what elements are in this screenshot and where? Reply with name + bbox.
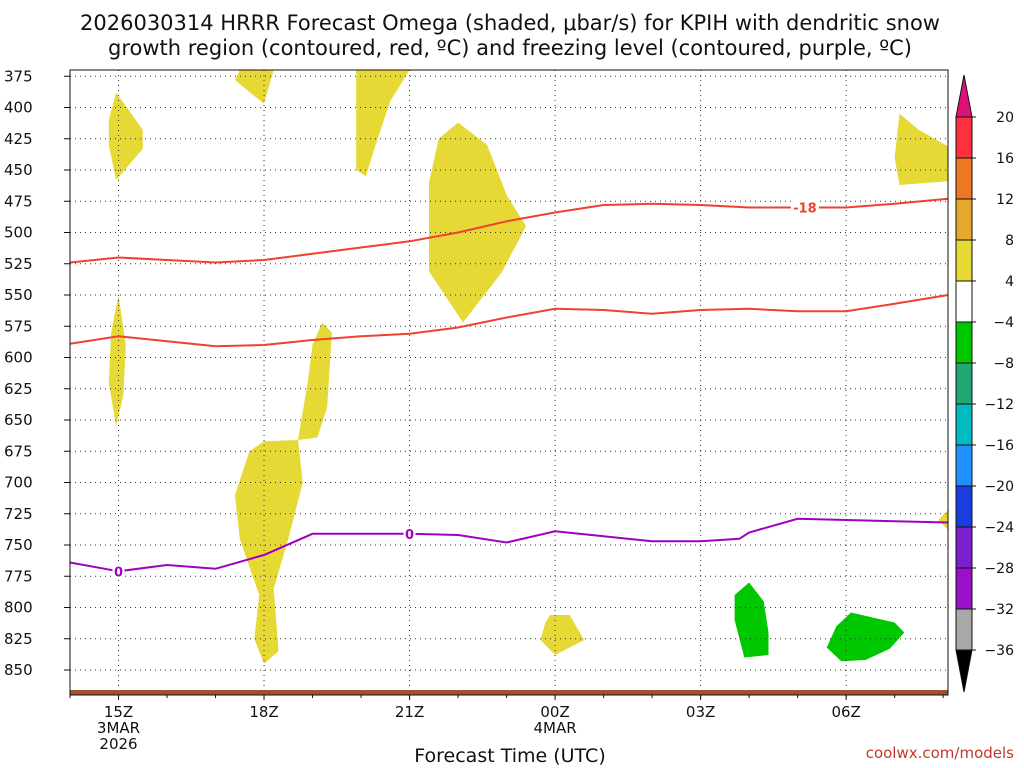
omega-region-3 xyxy=(356,70,410,177)
omega-region-1 xyxy=(108,92,143,180)
omega-region-5 xyxy=(894,113,948,185)
ground-layer xyxy=(70,690,948,695)
omega-colorbar: 20 16 12 8 4 −4 −8 −12 −16 −20 −24 −28 −32 −36 xyxy=(955,74,1014,693)
colorbar-segment-5 xyxy=(955,280,973,323)
colorbar-segment-8 xyxy=(955,403,973,446)
omega-region-12 xyxy=(826,612,905,662)
colorbar-label-13: −32 xyxy=(984,602,1014,618)
contour-label-bg-3 xyxy=(403,526,416,541)
colorbar-segment-10 xyxy=(955,485,973,528)
y-tick-label-850: 850 xyxy=(4,661,33,679)
contour-label-1: -18 xyxy=(793,202,817,217)
colorbar-segment-6 xyxy=(955,321,973,364)
colorbar-segment-7 xyxy=(955,362,973,405)
colorbar-top-arrow xyxy=(955,74,973,118)
contour-label-bg-2 xyxy=(112,564,125,579)
y-tick-label-675: 675 xyxy=(4,442,33,460)
colorbar-segment-2 xyxy=(955,157,973,200)
site-credit: coolwx.com/models xyxy=(866,744,1014,762)
colorbar-label-7: −8 xyxy=(993,356,1014,372)
y-tick-label-400: 400 xyxy=(4,99,33,117)
colorbar-label-14: −36 xyxy=(984,643,1014,659)
colorbar-label-4: 8 xyxy=(1005,233,1014,249)
chart-title-line-2: growth region (contoured, red, ºC) and f… xyxy=(108,36,912,60)
x-tick-label-15-2: 2026 xyxy=(99,735,137,753)
chart-title: 2026030314 HRRR Forecast Omega (shaded, … xyxy=(80,11,940,60)
omega-region-2 xyxy=(234,70,274,104)
x-tick-label-30-0: 06Z xyxy=(831,703,860,721)
x-axis-title: Forecast Time (UTC) xyxy=(414,745,605,767)
omega-shading-layer xyxy=(108,70,948,664)
grid-layer xyxy=(70,70,948,695)
y-tick-label-750: 750 xyxy=(4,536,33,554)
contour-line-3 xyxy=(69,517,949,573)
y-tick-label-600: 600 xyxy=(4,349,33,367)
colorbar-label-12: −28 xyxy=(984,561,1014,577)
y-tick-label-700: 700 xyxy=(4,474,33,492)
omega-region-11 xyxy=(734,582,769,658)
y-tick-label-375: 375 xyxy=(4,67,33,85)
contour-layer: -18 0 0 xyxy=(69,197,949,580)
y-tick-label-450: 450 xyxy=(4,161,33,179)
y-tick-label-725: 725 xyxy=(4,505,33,523)
y-tick-label-650: 650 xyxy=(4,411,33,429)
y-tick-label-425: 425 xyxy=(4,130,33,148)
omega-region-4 xyxy=(429,122,526,323)
y-tick-label-825: 825 xyxy=(4,630,33,648)
contour-label-bg-1 xyxy=(790,200,819,215)
x-tick-label-15-1: 3MAR xyxy=(97,719,140,737)
y-tick-label-500: 500 xyxy=(4,224,33,242)
omega-region-9 xyxy=(540,615,585,655)
x-tick-label-27-0: 03Z xyxy=(686,703,715,721)
colorbar-segment-9 xyxy=(955,444,973,487)
colorbar-segment-12 xyxy=(955,567,973,610)
colorbar-label-2: 16 xyxy=(996,151,1014,167)
y-tick-label-775: 775 xyxy=(4,567,33,585)
y-tick-label-800: 800 xyxy=(4,599,33,617)
colorbar-label-11: −24 xyxy=(984,520,1014,536)
colorbar-label-8: −12 xyxy=(984,397,1014,413)
y-tick-label-550: 550 xyxy=(4,286,33,304)
colorbar-segment-1 xyxy=(955,116,973,159)
contour-label-3: 0 xyxy=(405,528,414,543)
omega-region-6 xyxy=(108,295,126,427)
plot-frame xyxy=(69,69,949,696)
contour-label-2: 0 xyxy=(114,565,123,580)
colorbar-segment-13 xyxy=(955,608,973,651)
colorbar-label-3: 12 xyxy=(996,192,1014,208)
ground-terrain xyxy=(70,690,948,695)
colorbar-label-9: −16 xyxy=(984,438,1014,454)
colorbar-label-5: 4 xyxy=(1005,274,1014,290)
y-axis: 375 400 425 450 475 500 525 550 575 600 625 650 675 7… xyxy=(4,67,70,679)
x-tick-label-21-0: 21Z xyxy=(395,703,424,721)
y-tick-label-525: 525 xyxy=(4,255,33,273)
colorbar-segment-4 xyxy=(955,239,973,282)
omega-region-10 xyxy=(938,510,948,530)
colorbar-segment-3 xyxy=(955,198,973,241)
x-tick-label-24-1: 4MAR xyxy=(533,719,576,737)
omega-region-7 xyxy=(298,322,332,440)
colorbar-segment-11 xyxy=(955,526,973,569)
colorbar-label-1: 20 xyxy=(996,110,1014,126)
chart-title-line-1: 2026030314 HRRR Forecast Omega (shaded, … xyxy=(80,11,940,35)
contour-line-2 xyxy=(69,294,949,348)
x-tick-label-15-0: 15Z xyxy=(104,703,133,721)
y-tick-label-475: 475 xyxy=(4,192,33,210)
x-tick-label-24-0: 00Z xyxy=(540,703,569,721)
colorbar-label-10: −20 xyxy=(984,479,1014,495)
y-tick-label-625: 625 xyxy=(4,380,33,398)
colorbar-label-6: −4 xyxy=(993,315,1014,331)
colorbar-bottom-arrow xyxy=(955,649,973,693)
x-tick-label-18-0: 18Z xyxy=(249,703,278,721)
y-tick-label-575: 575 xyxy=(4,317,33,335)
